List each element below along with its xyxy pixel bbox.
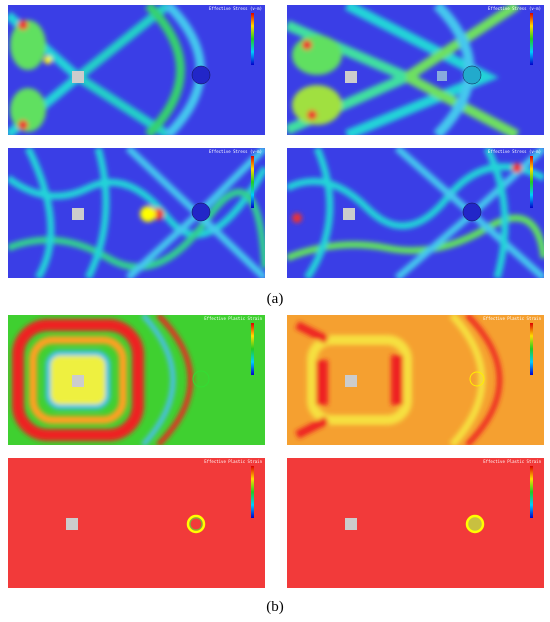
panel-title: Effective Stress (v-m) [488,149,541,154]
stress-panel: Effective Stress (v-m) [8,148,265,278]
panel-title: Effective Plastic Strain [483,316,541,321]
panel-title: Effective Plastic Strain [483,459,541,464]
panel-title: Effective Stress (v-m) [488,6,541,11]
strain-panel: Effective Plastic Strain [8,315,265,445]
strain-panel: Effective Plastic Strain [8,458,265,588]
subfigure-label: (b) [266,599,284,615]
panel-title: Effective Stress (v-m) [209,149,262,154]
subfigure-label: (a) [267,291,284,307]
stress-panel: Effective Stress (v-m) [287,148,544,278]
strain-panel: Effective Plastic Strain [287,458,544,588]
stress-panel: Effective Stress (v-m) [287,5,544,135]
panel-title: Effective Stress (v-m) [209,6,262,11]
strain-panel: Effective Plastic Strain [287,315,544,445]
panel-title: Effective Plastic Strain [204,459,262,464]
stress-panel: Effective Stress (v-m) [8,5,265,135]
panel-title: Effective Plastic Strain [204,316,262,321]
